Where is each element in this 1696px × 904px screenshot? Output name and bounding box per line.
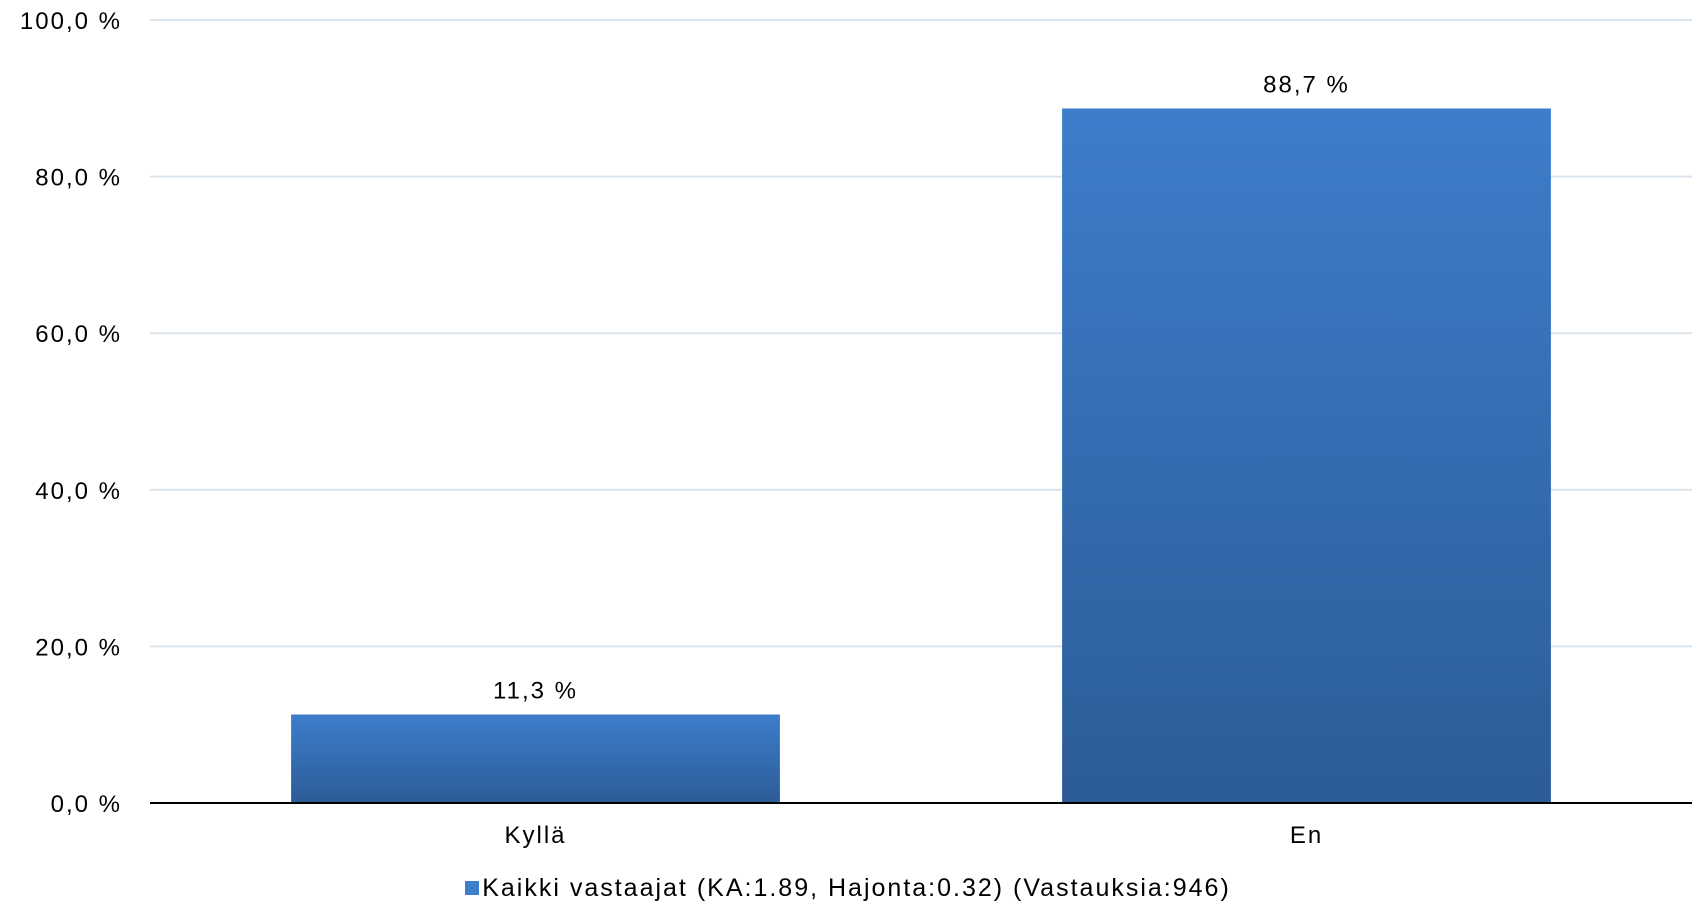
y-tick-label: 20,0 %	[35, 634, 122, 661]
data-label: 88,7 %	[1263, 71, 1350, 98]
bar	[1062, 108, 1551, 803]
y-tick-label: 80,0 %	[35, 165, 122, 192]
legend-label: Kaikki vastaajat (KA:1.89, Hajonta:0.32)…	[482, 873, 1231, 902]
bar	[291, 714, 780, 803]
labels: 0,0 % 20,0 % 40,0 % 60,0 % 80,0 % 100,0 % 11,3…	[20, 8, 1350, 849]
y-tick-label: 60,0 %	[35, 321, 122, 348]
y-tick-label: 100,0 %	[20, 8, 122, 35]
legend: Kaikki vastaajat (KA:1.89, Hajonta:0.32)…	[0, 872, 1696, 904]
y-tick-label: 40,0 %	[35, 478, 122, 505]
y-tick-label: 0,0 %	[51, 791, 122, 818]
data-label: 11,3 %	[493, 678, 578, 705]
x-tick-label: Kyllä	[504, 822, 566, 849]
x-tick-label: En	[1290, 822, 1323, 849]
legend-swatch	[465, 881, 480, 895]
bars	[291, 108, 1551, 803]
